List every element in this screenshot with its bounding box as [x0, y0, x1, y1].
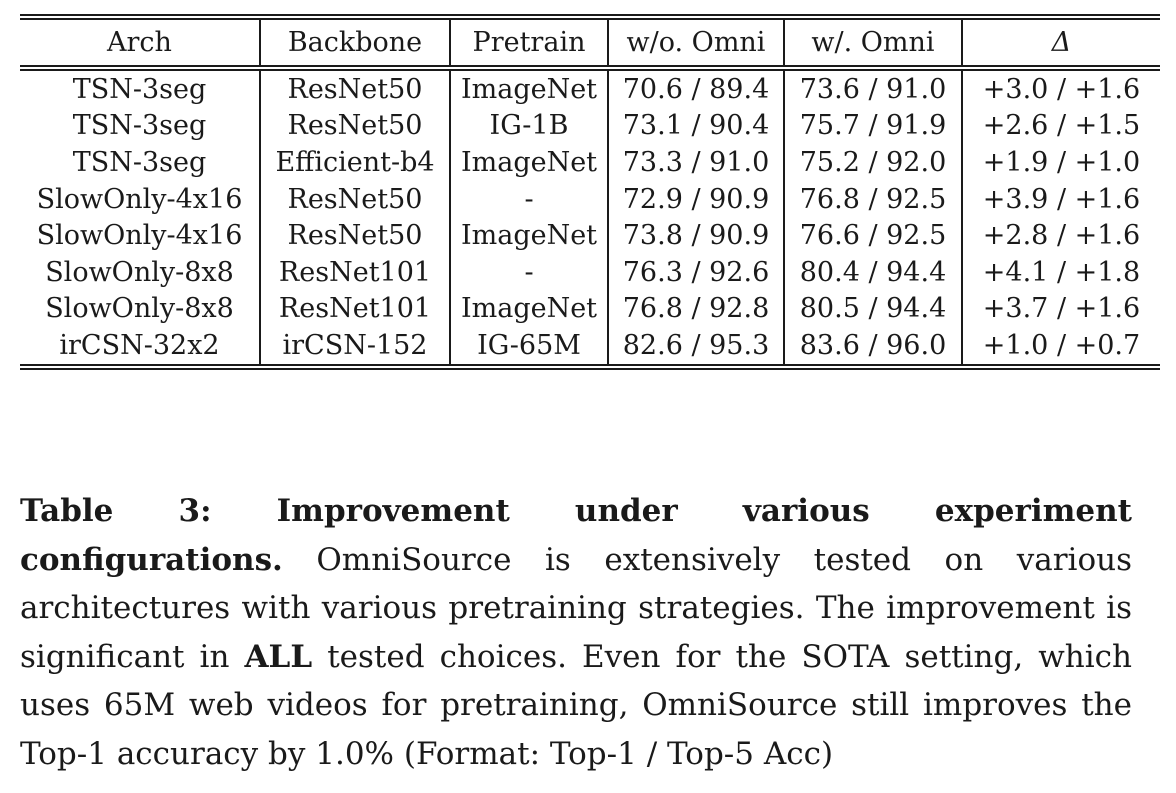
table-row: TSN-3seg ResNet50 ImageNet 70.6 / 89.4 7… — [20, 68, 1160, 108]
cell-pretrain: ImageNet — [449, 290, 608, 328]
cell-with-omni: 80.5 / 94.4 — [783, 290, 962, 328]
cell-without-omni: 76.3 / 92.6 — [607, 253, 784, 291]
cell-without-omni: 70.6 / 89.4 — [607, 68, 784, 108]
cell-arch: SlowOnly-4x16 — [36, 220, 243, 252]
cell-delta: +4.1 / +1.8 — [961, 253, 1160, 291]
table-row: TSN-3seg ResNet50 IG-1B 73.1 / 90.4 75.7… — [20, 107, 1160, 145]
cell-with-omni: 76.6 / 92.5 — [783, 217, 962, 254]
cell-backbone: ResNet101 — [259, 290, 450, 328]
cell-delta: +3.9 / +1.6 — [961, 180, 1160, 218]
header-with-omni: w/. Omni — [783, 14, 962, 71]
cell-backbone: irCSN-152 — [259, 327, 450, 370]
results-table: Arch Backbone Pretrain w/o. Omni w/. Omn… — [20, 14, 1160, 370]
header-pretrain: Pretrain — [449, 14, 608, 71]
table-row: SlowOnly-8x8 ResNet101 - 76.3 / 92.6 80.… — [20, 253, 1160, 291]
cell-without-omni: 76.8 / 92.8 — [607, 290, 784, 328]
cell-without-omni: 73.3 / 91.0 — [607, 144, 784, 181]
cell-arch: TSN-3seg — [72, 73, 207, 105]
cell-pretrain: - — [449, 253, 608, 291]
cell-backbone: Efficient-b4 — [259, 144, 450, 181]
table-row: irCSN-32x2 irCSN-152 IG-65M 82.6 / 95.3 … — [20, 327, 1160, 370]
cell-arch: irCSN-32x2 — [20, 327, 260, 370]
table-row: SlowOnly-4x16 ResNet50 ImageNet 73.8 / 9… — [20, 217, 1160, 254]
cell-with-omni: 75.7 / 91.9 — [783, 107, 962, 145]
cell-without-omni: 73.1 / 90.4 — [607, 107, 784, 145]
cell-delta: +2.6 / +1.5 — [961, 107, 1160, 145]
caption-text-2: tested choices. Even for the SOTA settin… — [20, 638, 1132, 772]
cell-pretrain: ImageNet — [449, 68, 608, 108]
header-delta: Δ — [961, 14, 1160, 71]
header-arch: Arch — [20, 14, 260, 71]
cell-with-omni: 83.6 / 96.0 — [783, 327, 962, 370]
table-caption: Table 3: Improvement under various exper… — [20, 487, 1132, 778]
table-header-row: Arch Backbone Pretrain w/o. Omni w/. Omn… — [20, 14, 1160, 71]
cell-arch: SlowOnly-8x8 — [45, 256, 234, 288]
cell-delta: +1.0 / +0.7 — [961, 327, 1160, 370]
cell-without-omni: 82.6 / 95.3 — [607, 327, 784, 370]
cell-with-omni: 75.2 / 92.0 — [783, 144, 962, 181]
cell-with-omni: 80.4 / 94.4 — [783, 253, 962, 291]
cell-delta: +3.0 / +1.6 — [961, 68, 1160, 108]
cell-pretrain: ImageNet — [449, 144, 608, 181]
cell-backbone: ResNet50 — [259, 107, 450, 145]
cell-arch: TSN-3seg — [72, 146, 207, 178]
table-row: SlowOnly-4x16 ResNet50 - 72.9 / 90.9 76.… — [20, 180, 1160, 218]
cell-without-omni: 72.9 / 90.9 — [607, 180, 784, 218]
cell-backbone: ResNet101 — [259, 253, 450, 291]
caption-text-1: OmniSource is extensively tested on vari… — [20, 541, 1132, 675]
cell-arch: TSN-3seg — [72, 110, 207, 142]
cell-pretrain: IG-65M — [449, 327, 608, 370]
cell-pretrain: ImageNet — [449, 217, 608, 254]
cell-with-omni: 73.6 / 91.0 — [783, 68, 962, 108]
table-row: SlowOnly-8x8 ResNet101 ImageNet 76.8 / 9… — [20, 290, 1160, 328]
caption-label: Table 3: Improvement under various exper… — [20, 493, 1132, 578]
cell-delta: +2.8 / +1.6 — [961, 217, 1160, 254]
cell-delta: +3.7 / +1.6 — [961, 290, 1160, 328]
header-without-omni: w/o. Omni — [607, 14, 784, 71]
cell-arch: SlowOnly-8x8 — [45, 293, 234, 325]
cell-pretrain: - — [449, 180, 608, 218]
cell-without-omni: 73.8 / 90.9 — [607, 217, 784, 254]
cell-backbone: ResNet50 — [259, 180, 450, 218]
cell-arch: SlowOnly-4x16 — [36, 183, 243, 215]
cell-with-omni: 76.8 / 92.5 — [783, 180, 962, 218]
results-table-container: Arch Backbone Pretrain w/o. Omni w/. Omn… — [20, 14, 1160, 370]
caption-emphasis: ALL — [244, 638, 313, 675]
table-row: TSN-3seg Efficient-b4 ImageNet 73.3 / 91… — [20, 144, 1160, 181]
header-backbone: Backbone — [259, 14, 450, 71]
cell-backbone: ResNet50 — [259, 217, 450, 254]
cell-backbone: ResNet50 — [259, 68, 450, 108]
cell-pretrain: IG-1B — [449, 107, 608, 145]
cell-delta: +1.9 / +1.0 — [961, 144, 1160, 181]
